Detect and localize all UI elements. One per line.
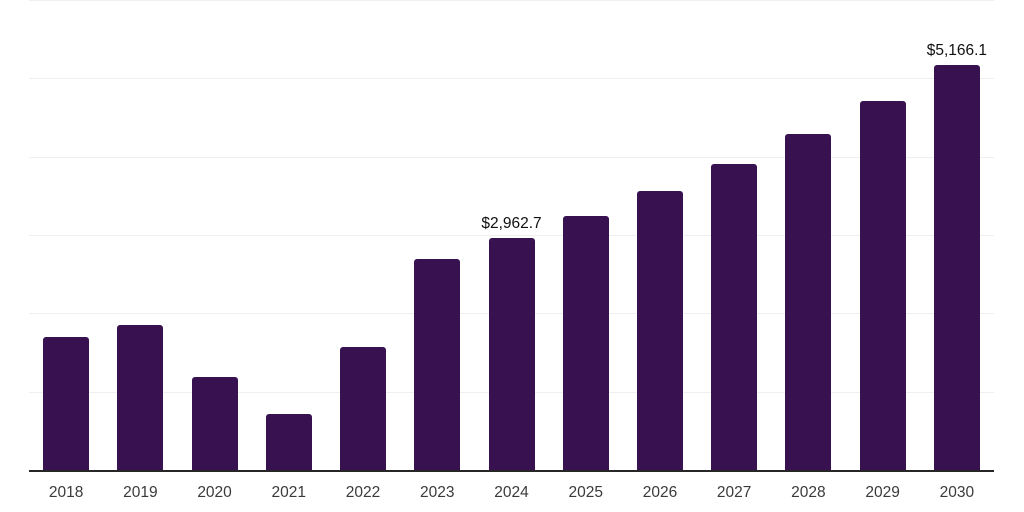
bar-2025 (562, 215, 609, 470)
bar-value-label-2024: $2,962.7 (481, 214, 542, 232)
plot-area (29, 0, 994, 472)
bar-2027 (711, 163, 758, 470)
bar-2019 (117, 325, 164, 470)
x-axis-label-2025: 2025 (568, 484, 603, 501)
x-axis-label-2029: 2029 (865, 484, 900, 501)
x-axis-label-2021: 2021 (271, 484, 307, 501)
gridline-3000 (29, 235, 994, 236)
gridline-6000 (29, 0, 994, 1)
x-axis-label-2022: 2022 (345, 484, 381, 501)
gridline-5000 (29, 78, 994, 80)
bar-2022 (340, 346, 387, 470)
bar-2028 (785, 133, 832, 470)
x-axis-label-2027: 2027 (716, 484, 752, 501)
x-axis-label-2018: 2018 (48, 484, 84, 501)
bar-2020 (191, 376, 238, 470)
bar-2026 (636, 191, 683, 470)
gridline-4000 (29, 156, 994, 158)
x-axis-label-2028: 2028 (791, 484, 826, 501)
x-axis-label-2023: 2023 (420, 484, 455, 501)
bar-2018 (43, 337, 90, 470)
bar-2029 (859, 101, 906, 470)
x-axis-label-2019: 2019 (123, 484, 158, 501)
bar-2030 (933, 65, 980, 470)
x-axis-label-2020: 2020 (197, 484, 232, 501)
x-axis-label-2030: 2030 (939, 484, 975, 501)
bar-2021 (265, 414, 312, 470)
bar-2023 (414, 258, 461, 470)
x-axis-label-2024: 2024 (494, 484, 529, 501)
bar-2024 (488, 237, 535, 470)
bar-value-label-2030: $5,166.1 (926, 42, 988, 60)
x-axis-label-2026: 2026 (642, 484, 678, 501)
